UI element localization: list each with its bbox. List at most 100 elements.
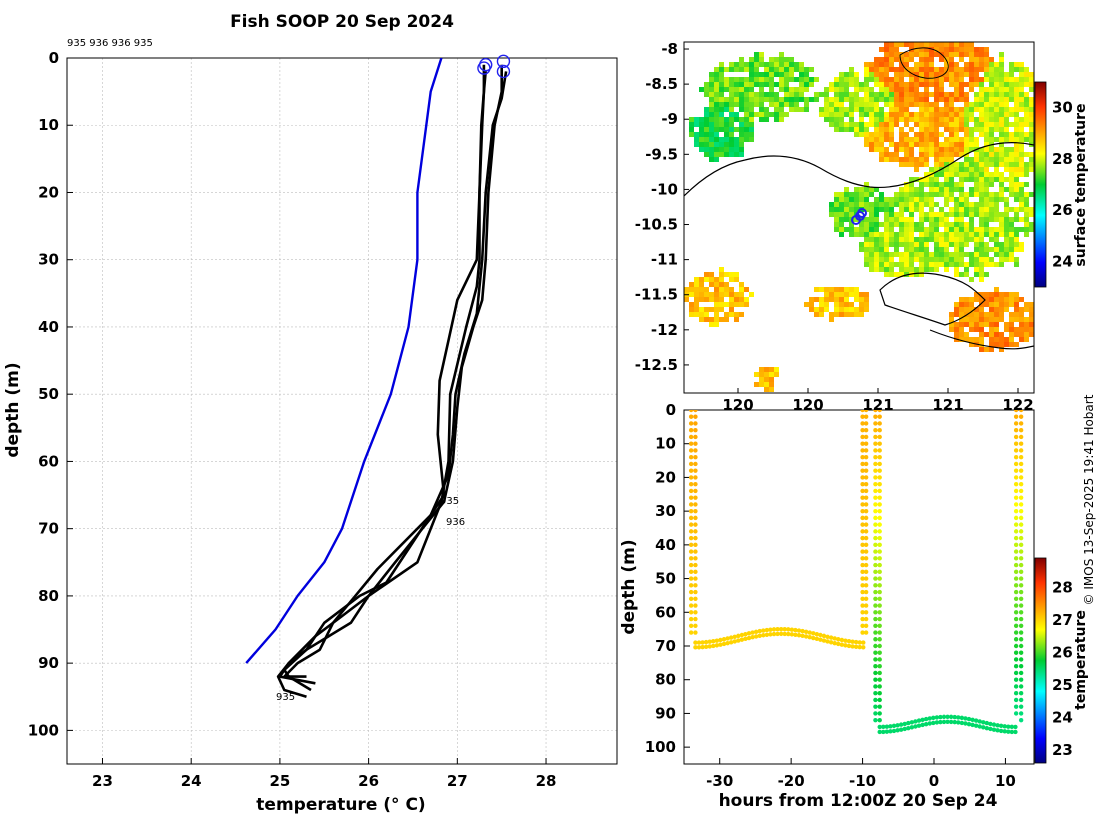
sst-pixel <box>994 317 999 322</box>
sst-pixel <box>984 232 989 237</box>
sst-pixel <box>924 267 929 272</box>
sst-pixel <box>849 202 854 207</box>
sst-pixel <box>884 82 889 87</box>
sst-pixel <box>754 52 759 57</box>
scatter-point <box>778 626 784 632</box>
scatter-point <box>688 569 694 575</box>
sst-pixel <box>859 307 864 312</box>
sst-pixel <box>799 62 804 67</box>
scatter-point <box>888 724 893 729</box>
sst-pixel <box>949 102 954 107</box>
scatter-point <box>828 640 834 645</box>
sst-pixel <box>764 117 769 122</box>
sst-pixel <box>879 192 884 197</box>
sst-pixel <box>784 97 789 102</box>
sst-pixel <box>899 72 904 77</box>
sst-pixel <box>769 82 774 87</box>
sst-pixel <box>734 147 739 152</box>
sst-pixel <box>794 62 799 67</box>
sst-pixel <box>969 227 974 232</box>
sst-pixel <box>804 302 809 307</box>
scatter-point <box>877 515 882 521</box>
sst-pixel <box>1024 167 1029 172</box>
sst-pixel <box>794 107 799 112</box>
sst-pixel <box>964 157 969 162</box>
sst-pixel <box>684 297 689 302</box>
time-y-tick-label: 10 <box>655 435 676 453</box>
sst-pixel <box>1024 172 1029 177</box>
sst-pixel <box>839 222 844 227</box>
sst-pixel <box>929 217 934 222</box>
sst-pixel <box>734 312 739 317</box>
sst-pixel <box>884 87 889 92</box>
sst-pixel <box>974 232 979 237</box>
sst-pixel <box>1014 312 1019 317</box>
sst-pixel <box>934 157 939 162</box>
sst-pixel <box>924 162 929 167</box>
sst-pixel <box>1004 157 1009 162</box>
sst-pixel <box>834 297 839 302</box>
sst-pixel <box>989 207 994 212</box>
sst-pixel <box>959 307 964 312</box>
sst-pixel <box>979 332 984 337</box>
sst-pixel <box>879 132 884 137</box>
sst-pixel <box>954 302 959 307</box>
sst-pixel <box>894 142 899 147</box>
sst-pixel <box>709 152 714 157</box>
scatter-point <box>696 645 702 650</box>
sst-pixel <box>959 262 964 267</box>
scatter-point <box>873 542 878 548</box>
sst-pixel <box>864 222 869 227</box>
sst-pixel <box>894 102 899 107</box>
sst-pixel <box>759 57 764 62</box>
sst-pixel <box>954 237 959 242</box>
sst-pixel <box>949 222 954 227</box>
scatter-point <box>1018 603 1024 608</box>
sst-pixel <box>789 97 794 102</box>
sst-pixel <box>949 52 954 57</box>
scatter-point <box>1013 421 1019 426</box>
sst-pixel <box>834 212 839 217</box>
sst-pixel <box>914 167 919 172</box>
sst-pixel <box>729 147 734 152</box>
sst-pixel <box>954 262 959 267</box>
sst-pixel <box>984 222 989 227</box>
sst-pixel <box>1004 187 1009 192</box>
sst-pixel <box>924 147 929 152</box>
sst-pixel <box>914 137 919 142</box>
sst-pixel <box>969 302 974 307</box>
sst-pixel <box>874 72 879 77</box>
sst-pixel <box>1024 337 1029 342</box>
sst-pixel <box>939 242 944 247</box>
scatter-point <box>1006 724 1011 729</box>
sst-pixel <box>709 72 714 77</box>
sst-pixel <box>894 247 899 252</box>
sst-pixel <box>1004 252 1009 257</box>
sst-pixel <box>964 212 969 217</box>
sst-pixel <box>884 272 889 277</box>
sst-pixel <box>944 202 949 207</box>
marker-surface-936a <box>496 54 511 69</box>
sst-pixel <box>959 112 964 117</box>
coastline-island <box>879 272 986 326</box>
sst-pixel <box>819 107 824 112</box>
scatter-point <box>863 434 869 440</box>
sst-pixel <box>954 202 959 207</box>
sst-pixel <box>969 297 974 302</box>
sst-pixel <box>1009 317 1014 322</box>
sst-pixel <box>929 202 934 207</box>
sst-pixel <box>704 152 709 157</box>
sst-pixel <box>984 162 989 167</box>
sst-pixel <box>864 262 869 267</box>
sst-pixel <box>1019 117 1024 122</box>
sst-pixel <box>954 197 959 202</box>
sst-pixel <box>914 162 919 167</box>
sst-pixel <box>849 227 854 232</box>
sst-pixel <box>959 142 964 147</box>
sst-pixel <box>949 232 954 237</box>
time-colorbar-tick-label: 24 <box>1052 708 1073 726</box>
sst-pixel <box>704 297 709 302</box>
sst-pixel <box>739 132 744 137</box>
sst-pixel <box>709 137 714 142</box>
x-axis-ticks: 23 24 25 26 27 28 <box>92 758 556 790</box>
